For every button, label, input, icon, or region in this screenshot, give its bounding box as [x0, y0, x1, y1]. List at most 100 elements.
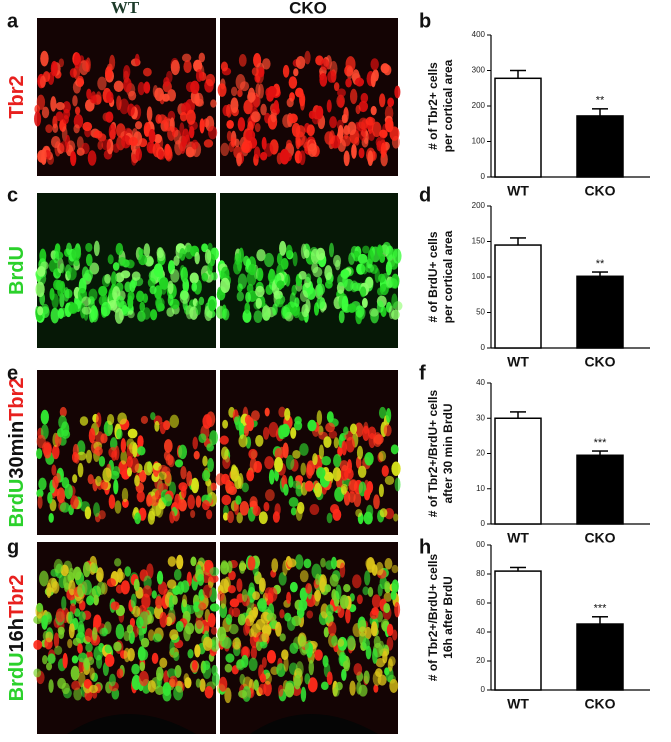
cell	[255, 618, 266, 631]
cell	[172, 595, 178, 605]
cell	[290, 427, 297, 439]
cell	[120, 438, 127, 453]
cell	[245, 129, 256, 141]
cell	[363, 489, 371, 501]
cell	[253, 679, 259, 691]
cell	[372, 671, 382, 686]
cell	[386, 623, 394, 637]
cell	[234, 138, 240, 148]
cell	[33, 668, 42, 678]
cell	[373, 684, 379, 693]
cell	[186, 109, 196, 125]
cell	[81, 306, 92, 315]
cell	[108, 446, 118, 458]
cell	[333, 82, 340, 92]
cell	[384, 580, 391, 590]
panel-letter: b	[419, 10, 431, 32]
cell	[340, 269, 350, 279]
cell	[370, 58, 379, 71]
cell	[107, 254, 114, 265]
cell	[236, 152, 242, 167]
cell	[294, 554, 304, 570]
x-tick-label: WT	[507, 354, 529, 370]
cell	[299, 290, 309, 302]
cell	[246, 270, 257, 286]
cell	[266, 612, 277, 622]
cell	[385, 407, 392, 423]
cell	[85, 642, 93, 653]
y-tick-label: 10	[476, 484, 485, 493]
cell	[82, 657, 89, 669]
cell	[131, 271, 141, 281]
cell	[190, 80, 200, 95]
cell	[393, 513, 399, 522]
cell	[179, 248, 186, 261]
cell	[330, 556, 337, 570]
cell	[312, 453, 318, 466]
cell	[337, 446, 343, 457]
cell	[185, 146, 195, 158]
cell	[284, 408, 291, 421]
cell	[33, 111, 42, 127]
cell	[104, 644, 113, 654]
cell	[40, 306, 50, 318]
cell	[231, 607, 241, 618]
cell	[74, 106, 81, 115]
cell	[207, 612, 216, 628]
x-tick-label: WT	[507, 530, 529, 546]
cell	[210, 626, 218, 635]
cell	[285, 274, 291, 287]
cell	[190, 509, 196, 519]
cell	[274, 447, 283, 461]
cell	[163, 493, 173, 507]
cell	[70, 151, 77, 167]
cell	[57, 308, 65, 320]
cell	[362, 586, 369, 596]
cell	[137, 435, 144, 448]
cell	[377, 287, 384, 296]
cell	[62, 652, 68, 669]
cell	[293, 420, 303, 431]
cell	[56, 257, 64, 274]
cell	[236, 291, 244, 302]
cell	[265, 489, 275, 502]
cell	[86, 88, 92, 100]
cell	[322, 655, 329, 668]
cell	[127, 291, 135, 302]
cell	[116, 668, 124, 679]
cell	[246, 283, 254, 293]
cell	[235, 495, 242, 505]
cell	[104, 654, 115, 667]
cell	[123, 64, 131, 79]
cell	[351, 282, 362, 292]
cell	[314, 649, 323, 661]
cell	[114, 272, 125, 283]
cell	[195, 614, 204, 630]
cell	[306, 124, 315, 137]
cell	[288, 76, 298, 89]
cell	[252, 609, 258, 619]
cell	[125, 259, 135, 269]
cell	[157, 114, 167, 124]
cell	[365, 276, 374, 289]
cell	[138, 248, 144, 257]
cell	[68, 622, 75, 639]
x-tick-label: CKO	[584, 183, 615, 199]
cell	[70, 495, 79, 509]
cell	[34, 104, 40, 114]
cell	[184, 244, 194, 260]
cell	[278, 406, 286, 418]
cell	[37, 306, 44, 316]
y-tick-label: 150	[472, 237, 486, 246]
cell	[371, 121, 382, 138]
cell	[343, 150, 350, 167]
cell	[388, 305, 395, 320]
cell	[156, 249, 166, 262]
cell	[289, 642, 299, 654]
cell	[358, 626, 367, 637]
cell	[98, 455, 106, 467]
cell	[293, 674, 302, 690]
cell	[257, 598, 267, 612]
cell	[227, 585, 236, 594]
cell	[209, 574, 219, 583]
